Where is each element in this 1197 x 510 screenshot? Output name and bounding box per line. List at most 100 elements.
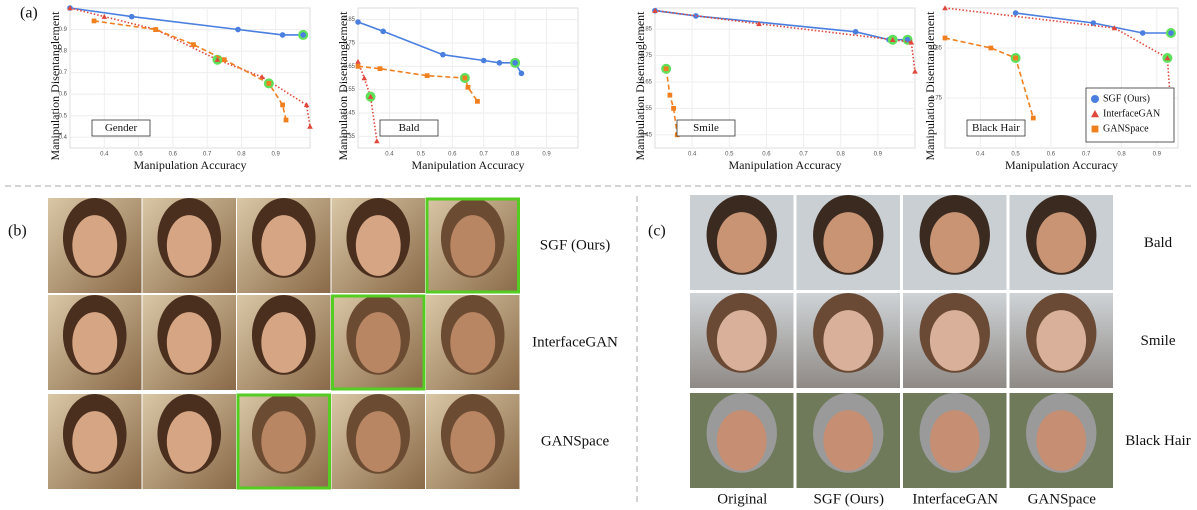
y-tick-label: 0.85: [640, 27, 652, 33]
photo-face: [716, 212, 767, 273]
annotation-box: [966, 119, 1026, 137]
marker: [101, 13, 108, 19]
photo-face: [823, 310, 874, 371]
marker: [283, 117, 289, 123]
marker: [942, 35, 948, 41]
marker: [988, 45, 994, 51]
annotation-box: [91, 119, 151, 137]
x-tick-label: 0.9: [272, 152, 281, 158]
row-label: InterfaceGAN: [532, 334, 618, 350]
series-line: [944, 7, 1172, 109]
y-tick-label: 0.7: [59, 70, 68, 76]
marker: [1012, 10, 1019, 16]
x-axis-label: Manipulation Accuracy: [1005, 158, 1118, 172]
marker: [1091, 125, 1099, 133]
y-tick-label: 0.65: [640, 80, 652, 86]
photo-face: [450, 411, 496, 472]
photo-face: [929, 212, 980, 273]
series-line: [944, 37, 1035, 119]
photo-face: [1036, 212, 1087, 273]
marker: [279, 32, 286, 38]
marker: [512, 60, 518, 66]
x-tick-label: 0.7: [1082, 152, 1091, 158]
y-axis-label: Manipulation Disentanglement: [48, 11, 62, 161]
y-tick-label: 0.75: [640, 53, 652, 59]
marker: [1164, 55, 1171, 61]
legend-label: SGF (Ours): [1103, 93, 1150, 104]
x-tick-label: 0.4: [100, 152, 109, 158]
marker: [259, 74, 265, 80]
marker: [667, 92, 673, 98]
column-label: GANSpace: [1028, 491, 1097, 507]
marker: [424, 73, 430, 79]
x-axis-label: Manipulation Accuracy: [412, 158, 525, 172]
column-label: InterfaceGAN: [912, 491, 998, 507]
marker: [1111, 25, 1118, 31]
photo-face: [450, 312, 496, 373]
marker: [380, 28, 386, 35]
annotation: Bald: [399, 122, 420, 134]
y-tick-label: 0.85: [930, 46, 942, 52]
photo-face: [166, 215, 212, 276]
column-label: Original: [717, 491, 767, 507]
marker: [475, 98, 480, 104]
marker: [852, 28, 859, 35]
x-axis-label: Manipulation Accuracy: [729, 158, 842, 172]
y-tick-label: 0.55: [640, 106, 652, 112]
photo-face: [1036, 410, 1087, 471]
x-tick-label: 0.7: [480, 152, 489, 158]
photo-face: [929, 410, 980, 471]
marker: [355, 19, 361, 25]
y-tick-label: 0.8: [59, 49, 68, 55]
annotation: Smile: [693, 122, 719, 134]
marker: [663, 66, 669, 72]
x-tick-label: 0.5: [134, 152, 143, 158]
y-tick-label: 0.35: [343, 134, 355, 140]
photo-face: [823, 410, 874, 471]
row-label: GANSpace: [541, 433, 610, 449]
photo-face: [1036, 310, 1087, 371]
marker: [374, 138, 380, 144]
marker: [128, 13, 135, 20]
photo-face: [72, 215, 118, 276]
row-label: Black Hair: [1125, 433, 1190, 449]
x-tick-label: 0.8: [237, 152, 246, 158]
annotation: Black Hair: [972, 122, 1020, 134]
row-label: SGF (Ours): [540, 237, 610, 253]
marker: [361, 75, 368, 81]
marker: [693, 13, 699, 19]
marker: [1139, 30, 1146, 36]
marker: [462, 75, 468, 81]
marker: [480, 57, 487, 64]
marker: [889, 36, 896, 42]
y-tick-label: 0.5: [59, 113, 68, 119]
series-line: [357, 61, 378, 142]
x-tick-label: 0.5: [725, 152, 734, 158]
marker: [1090, 20, 1097, 26]
y-axis-label: Manipulation Disentanglement: [633, 11, 647, 161]
y-tick-label: 0.4: [59, 135, 68, 141]
y-tick-label: 0.85: [343, 17, 355, 23]
y-tick-label: 0.45: [640, 132, 652, 138]
photo-face: [716, 410, 767, 471]
marker: [465, 84, 471, 90]
photo-face: [72, 312, 118, 373]
marker: [303, 102, 310, 108]
x-tick-label: 0.5: [417, 152, 426, 158]
row-label: Smile: [1140, 333, 1175, 349]
marker: [912, 68, 918, 74]
column-label: SGF (Ours): [814, 491, 884, 507]
marker: [652, 7, 658, 13]
legend-label: GANSpace: [1103, 123, 1149, 134]
y-tick-label: 0.55: [343, 87, 355, 93]
photo-face: [355, 312, 401, 373]
marker: [367, 93, 374, 99]
annotation: Gender: [105, 122, 138, 134]
x-axis-label: Manipulation Accuracy: [134, 158, 247, 172]
legend: [1085, 87, 1175, 143]
x-tick-label: 0.8: [1117, 152, 1126, 158]
photo-face: [450, 215, 496, 276]
highlight-box: [331, 294, 426, 391]
marker: [377, 66, 383, 72]
series-line: [1015, 12, 1171, 34]
